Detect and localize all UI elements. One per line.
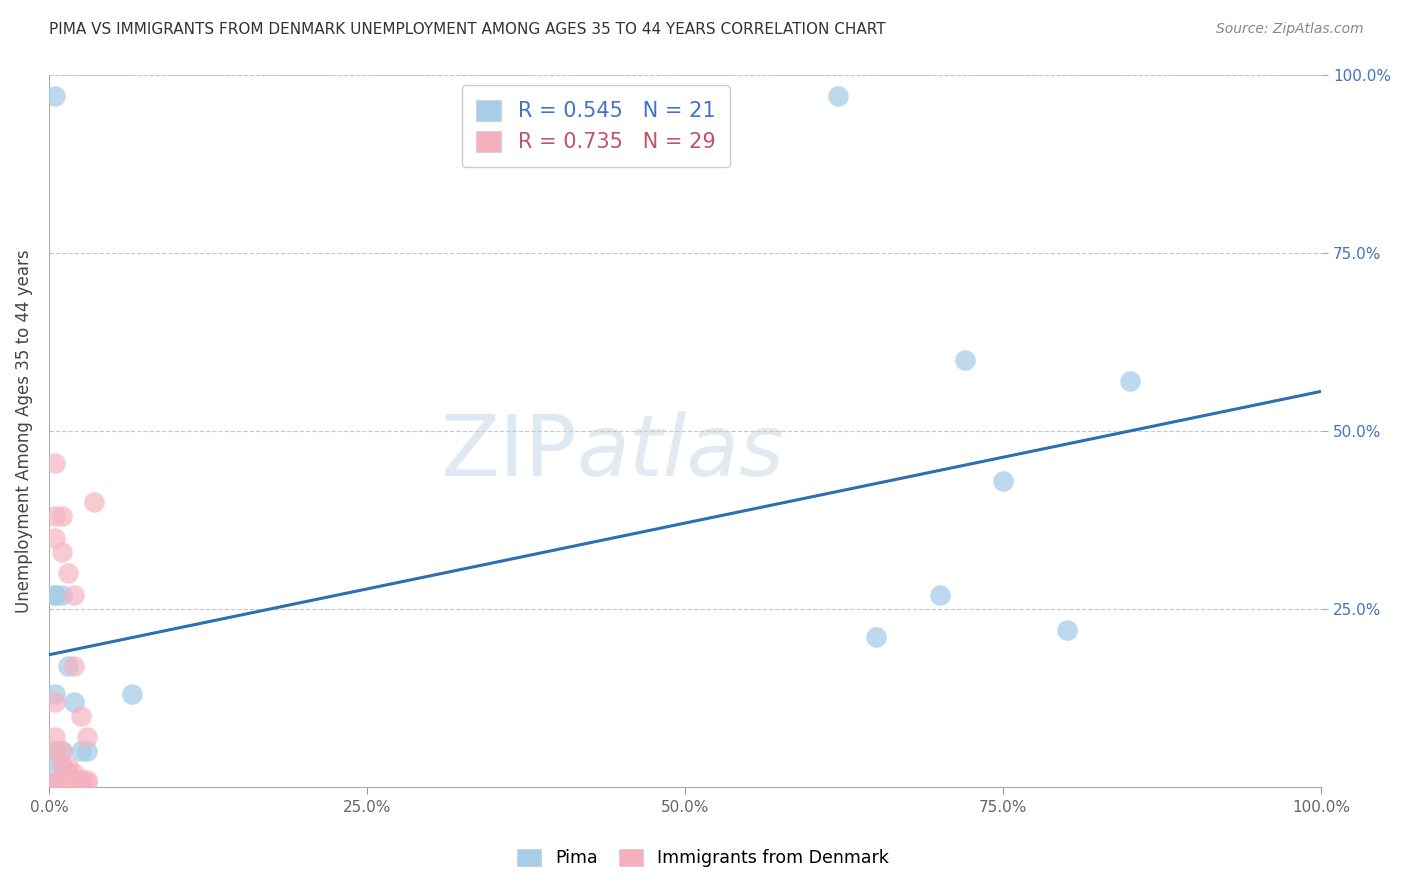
Point: [44, 89, 66, 103]
Text: atlas: atlas: [576, 410, 785, 493]
Point: [69, 772, 91, 787]
Point: [69, 744, 91, 758]
Point: [44, 776, 66, 790]
Point: [44, 776, 66, 790]
Point: [44, 509, 66, 524]
Point: [44, 531, 66, 545]
Point: [69, 772, 91, 787]
Point: [44, 744, 66, 758]
Legend: Pima, Immigrants from Denmark: Pima, Immigrants from Denmark: [510, 842, 896, 874]
Text: Source: ZipAtlas.com: Source: ZipAtlas.com: [1216, 22, 1364, 37]
Point: [63, 765, 86, 780]
Point: [63, 694, 86, 708]
Point: [63, 588, 86, 602]
Point: [44, 588, 66, 602]
Point: [44, 776, 66, 790]
Point: [56, 765, 79, 780]
Point: [44, 758, 66, 772]
Point: [76, 776, 98, 790]
Point: [63, 772, 86, 787]
Point: [44, 588, 66, 602]
Point: [44, 730, 66, 744]
Point: [953, 352, 976, 367]
Point: [56, 758, 79, 772]
Point: [51, 509, 73, 524]
Point: [1119, 374, 1142, 388]
Point: [69, 708, 91, 723]
Point: [51, 545, 73, 559]
Point: [865, 631, 887, 645]
Point: [56, 776, 79, 790]
Point: [51, 758, 73, 772]
Point: [76, 772, 98, 787]
Point: [1056, 624, 1078, 638]
Point: [51, 758, 73, 772]
Point: [44, 744, 66, 758]
Legend: R = 0.545   N = 21, R = 0.735   N = 29: R = 0.545 N = 21, R = 0.735 N = 29: [461, 85, 730, 167]
Point: [76, 744, 98, 758]
Point: [827, 89, 849, 103]
Point: [991, 474, 1014, 488]
Point: [76, 730, 98, 744]
Point: [51, 588, 73, 602]
Point: [44, 456, 66, 470]
Point: [83, 495, 105, 509]
Point: [56, 566, 79, 581]
Point: [69, 776, 91, 790]
Point: [44, 694, 66, 708]
Text: ZIP: ZIP: [440, 410, 576, 493]
Point: [51, 744, 73, 758]
Point: [56, 659, 79, 673]
Point: [44, 688, 66, 702]
Text: PIMA VS IMMIGRANTS FROM DENMARK UNEMPLOYMENT AMONG AGES 35 TO 44 YEARS CORRELATI: PIMA VS IMMIGRANTS FROM DENMARK UNEMPLOY…: [49, 22, 886, 37]
Point: [51, 744, 73, 758]
Point: [928, 588, 950, 602]
Point: [121, 688, 143, 702]
Point: [63, 659, 86, 673]
Y-axis label: Unemployment Among Ages 35 to 44 years: Unemployment Among Ages 35 to 44 years: [15, 249, 32, 613]
